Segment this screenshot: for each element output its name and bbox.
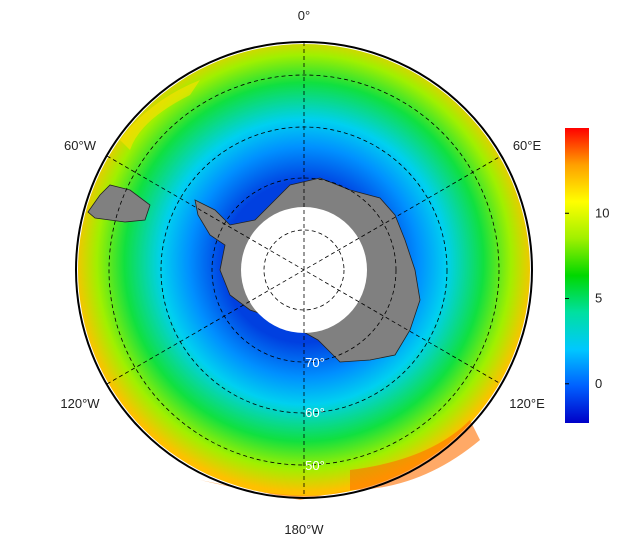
lat-label: 70° — [305, 355, 325, 370]
lon-label: 120°E — [509, 396, 545, 411]
colorbar-tick-label: 5 — [595, 291, 602, 306]
south-america — [87, 184, 151, 223]
graticule — [106, 42, 502, 498]
colorbar-tick-label: 10 — [595, 205, 609, 220]
colorbar-tick-label: 0 — [595, 376, 602, 391]
colorbar-fill — [565, 128, 589, 423]
lat-label: 50° — [305, 458, 325, 473]
colorbar: 0 5 10 — [565, 128, 609, 423]
lon-label: 180°W — [284, 522, 324, 537]
lon-label: 120°W — [60, 396, 100, 411]
lon-label: 0° — [298, 8, 310, 23]
lat-label: 60° — [305, 405, 325, 420]
map-border — [75, 41, 533, 499]
lon-label: 60°E — [513, 138, 542, 153]
lon-label: 60°W — [64, 138, 97, 153]
